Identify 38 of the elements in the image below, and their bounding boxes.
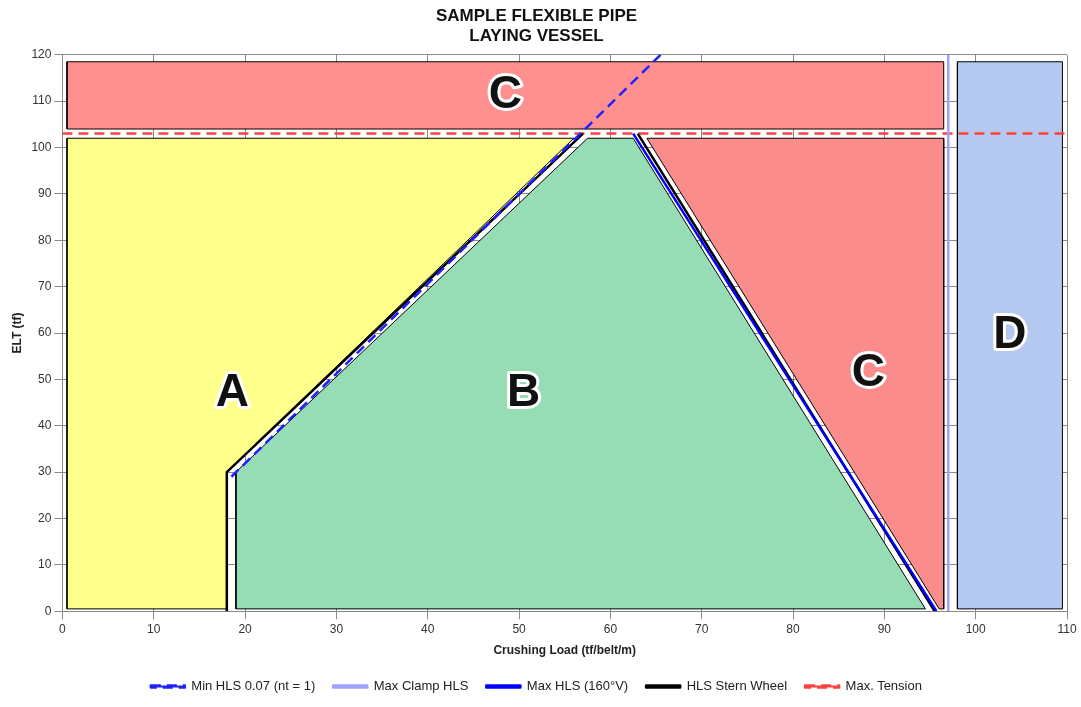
y-tick-label: 60 (38, 325, 52, 340)
x-tick-label: 60 (603, 621, 618, 636)
y-tick-label: 50 (38, 371, 52, 386)
series-label: D (993, 306, 1027, 359)
y-tick-label: 80 (38, 232, 52, 247)
legend-label: Max HLS (160°V) (526, 678, 629, 694)
chart-title: SAMPLE FLEXIBLE PIPE LAYING VESSEL (435, 5, 638, 46)
y-tick-label: 120 (31, 47, 52, 62)
x-tick-label: 20 (238, 621, 253, 636)
legend-label: HLS Stern Wheel (686, 678, 788, 694)
y-tick-label: 0 (44, 603, 52, 618)
x-tick-label: 0 (59, 621, 67, 636)
series-label: C (488, 66, 522, 119)
y-tick-label: 10 (38, 557, 52, 572)
y-tick-label: 110 (32, 93, 52, 108)
x-tick-label: 90 (877, 621, 892, 636)
x-tick-label: 30 (329, 621, 344, 636)
x-tick-label: 110 (1057, 621, 1077, 636)
legend-label: Max Clamp HLS (373, 678, 469, 694)
y-tick-label: 90 (38, 186, 52, 201)
x-tick-label: 70 (695, 621, 709, 636)
x-tick-label: 100 (965, 621, 987, 636)
y-tick-label: 30 (38, 464, 52, 479)
legend-label: Min HLS 0.07 (nt = 1) (191, 678, 316, 694)
y-tick-label: 20 (38, 510, 52, 525)
y-axis-title: ELT (tf) (9, 312, 24, 354)
x-tick-label: 40 (421, 621, 435, 636)
series-label: B (507, 363, 541, 416)
y-tick-label: 40 (38, 418, 52, 433)
series-label: A (215, 363, 249, 416)
x-tick-label: 80 (786, 621, 801, 636)
x-tick-label: 10 (147, 621, 161, 636)
series-label: C (851, 344, 885, 397)
y-tick-label: 100 (31, 139, 52, 154)
legend-label: Max. Tension (845, 678, 922, 694)
y-tick-label: 70 (38, 278, 52, 293)
x-axis-title: Crushing Load (tf/belt/m) (493, 643, 637, 658)
x-tick-label: 50 (512, 621, 527, 636)
